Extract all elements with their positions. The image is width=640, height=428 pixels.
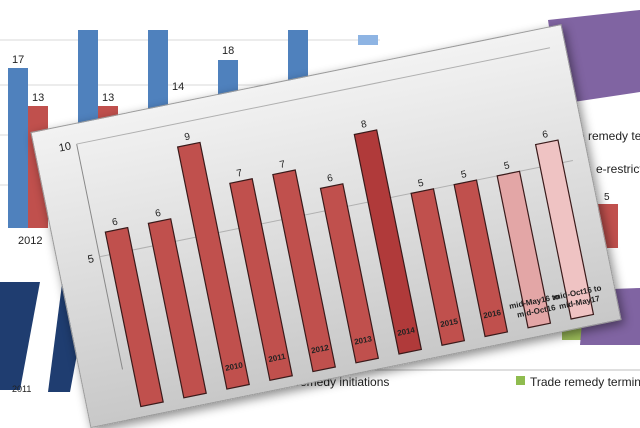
bg-right-value: 5 [604, 192, 610, 203]
legend-item-terminations: Trade remedy terminations [530, 375, 640, 389]
bg-value-label: 13 [32, 92, 44, 104]
data-label: 6 [326, 173, 334, 185]
bg-value-label: 17 [12, 54, 24, 66]
data-label: 7 [279, 159, 287, 171]
bar [353, 129, 423, 355]
bar [410, 188, 466, 346]
y-tick-label: 5 [87, 253, 95, 266]
bar [272, 169, 337, 373]
bar [104, 226, 164, 408]
bg-value-label: 18 [222, 45, 234, 57]
x-tick-label: 2014 [396, 325, 416, 337]
bar [176, 141, 250, 390]
data-label: 5 [503, 160, 511, 172]
data-label: 7 [236, 168, 244, 180]
bg-x-label: 2012 [18, 235, 42, 247]
x-tick-label: 2012 [310, 343, 330, 355]
data-label: 5 [460, 169, 468, 181]
data-label: 6 [154, 208, 162, 220]
main-chart-card: 5 10 6 6 9 2010 7 2011 7 2012 6 2013 8 2014 5 2015 5 2016… [30, 24, 622, 428]
data-label: 9 [183, 131, 191, 143]
bar [319, 183, 380, 364]
x-tick-label: 2011 [268, 352, 287, 364]
bg-value-label: 13 [102, 92, 114, 104]
data-label: 6 [541, 129, 549, 141]
bg-bar-blue-6 [358, 35, 378, 45]
data-label: 5 [417, 178, 425, 190]
main-bar-chart: 5 10 6 6 9 2010 7 2011 7 2012 6 2013 8 2014 5 2015 5 2016… [58, 47, 602, 408]
bg-right-text-1: e remedy term [578, 129, 640, 143]
gridline [76, 47, 551, 145]
bg-bar-blue-1 [8, 68, 28, 228]
data-label: 8 [360, 119, 368, 131]
x-tick-label: 2016 [483, 308, 503, 320]
bar [496, 170, 552, 329]
x-tick-label: 2010 [224, 360, 244, 372]
bg-bar-blue-5 [288, 30, 308, 90]
data-label: 6 [111, 216, 119, 228]
bar [453, 179, 509, 338]
y-tick-label: 10 [58, 140, 72, 154]
bg-bottom-x-label: 2011 [12, 384, 31, 394]
legend-swatch-terminations [516, 376, 525, 385]
x-tick-label: 2015 [439, 317, 459, 329]
x-tick-label: 2013 [353, 334, 373, 346]
bar [229, 178, 293, 381]
bar [147, 218, 207, 399]
bg-right-text-2: e-restrictive [596, 162, 640, 176]
bar [534, 139, 595, 320]
bg-value-label: 14 [172, 81, 184, 93]
